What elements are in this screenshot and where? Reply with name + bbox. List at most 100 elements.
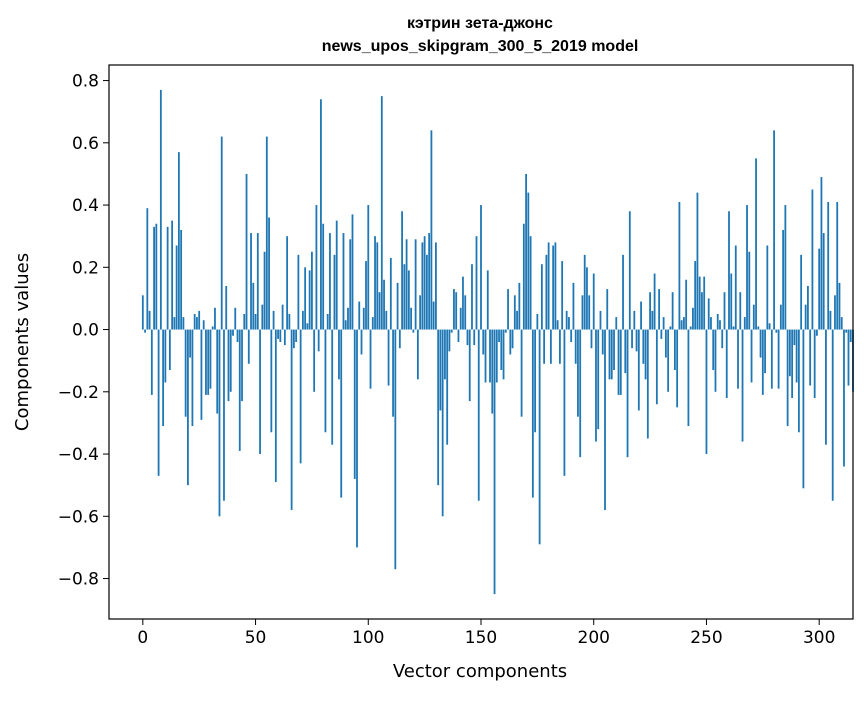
bar	[673, 329, 676, 371]
bar	[333, 254, 336, 330]
bar	[536, 313, 539, 330]
bar	[779, 304, 782, 330]
bar	[392, 329, 394, 417]
bar	[795, 329, 798, 383]
bar	[579, 329, 582, 458]
bar	[529, 236, 532, 330]
bar	[403, 264, 406, 330]
bar	[716, 313, 719, 330]
bar	[265, 136, 268, 330]
bar	[619, 329, 622, 395]
bar	[218, 329, 221, 517]
bar	[520, 329, 523, 417]
bar	[622, 254, 624, 330]
bar	[166, 226, 169, 330]
bar	[725, 329, 728, 399]
bar	[540, 264, 543, 330]
bar	[502, 329, 505, 380]
bar	[480, 205, 482, 330]
bar	[412, 329, 415, 333]
bar	[552, 245, 555, 330]
bar	[572, 282, 575, 330]
bar	[493, 329, 496, 595]
bar	[173, 317, 176, 330]
bar	[232, 329, 234, 336]
bar	[822, 233, 825, 330]
bar	[811, 189, 814, 330]
bar	[608, 329, 611, 380]
bar	[457, 329, 460, 342]
bar	[374, 236, 376, 330]
y-tick-label: −0.6	[58, 507, 99, 527]
x-tick-label: 50	[245, 628, 267, 648]
bar	[568, 317, 570, 330]
bar	[678, 201, 681, 330]
bar	[696, 192, 699, 330]
bar	[825, 329, 827, 445]
bar	[295, 329, 298, 342]
bar	[635, 329, 638, 352]
bar	[705, 329, 708, 455]
bar	[416, 329, 419, 380]
bar	[683, 317, 685, 330]
bar	[205, 329, 207, 395]
bar	[586, 267, 588, 330]
bar	[807, 285, 809, 330]
bar	[398, 329, 401, 349]
bar	[320, 99, 322, 330]
bar	[159, 89, 162, 330]
bar	[387, 329, 390, 386]
bar	[649, 292, 651, 330]
bar	[836, 201, 839, 330]
bar	[216, 329, 219, 414]
y-tick-label: 0.8	[72, 72, 99, 92]
bar	[419, 295, 422, 330]
bar	[435, 242, 437, 330]
bar	[518, 282, 521, 330]
bar	[500, 329, 503, 371]
bar	[378, 292, 381, 330]
bar	[516, 310, 518, 330]
bar	[428, 233, 431, 330]
bar	[728, 211, 730, 330]
bar	[687, 329, 690, 427]
bar	[153, 226, 155, 330]
bar	[367, 205, 370, 330]
bar	[220, 136, 223, 330]
bar	[344, 320, 347, 330]
bar	[175, 245, 178, 330]
bar	[423, 236, 426, 330]
bar	[773, 130, 775, 330]
bar	[272, 310, 275, 330]
bar	[660, 329, 663, 339]
bar	[743, 317, 746, 330]
bar	[676, 329, 679, 408]
bar	[437, 329, 440, 486]
bar	[448, 329, 451, 352]
bar	[144, 329, 146, 333]
bar	[525, 173, 527, 330]
bar	[353, 329, 356, 479]
bar	[624, 329, 627, 374]
bar	[473, 329, 476, 346]
bar	[209, 329, 212, 389]
bar	[430, 130, 433, 330]
bar	[446, 329, 449, 445]
bar	[468, 329, 471, 402]
bar	[834, 295, 836, 330]
bar	[662, 317, 665, 330]
bar	[827, 201, 830, 330]
bar	[703, 276, 706, 330]
bar	[238, 329, 241, 451]
bar	[146, 208, 149, 330]
bar	[315, 205, 318, 330]
bar	[617, 329, 620, 395]
bar	[405, 239, 408, 330]
bar	[464, 295, 467, 330]
bar	[453, 289, 455, 330]
bar	[667, 329, 670, 392]
bar	[775, 329, 778, 333]
bar	[554, 242, 557, 330]
bar	[475, 236, 478, 330]
bar	[601, 329, 604, 355]
